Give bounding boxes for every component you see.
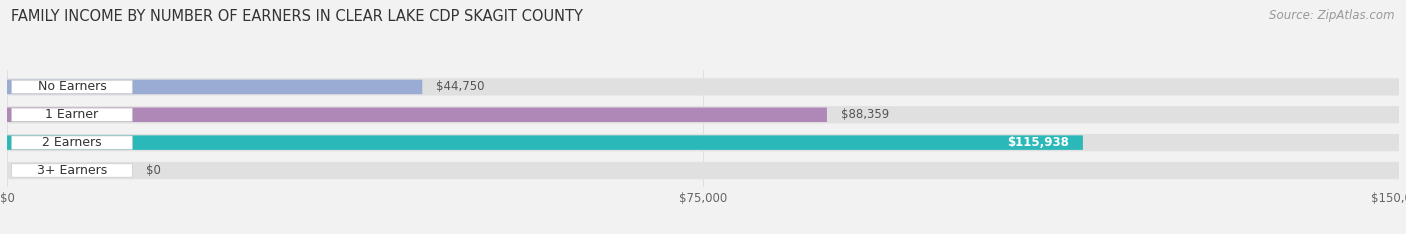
Text: Source: ZipAtlas.com: Source: ZipAtlas.com <box>1270 9 1395 22</box>
FancyBboxPatch shape <box>7 106 1399 123</box>
FancyBboxPatch shape <box>7 135 1083 150</box>
Text: 2 Earners: 2 Earners <box>42 136 101 149</box>
Text: $88,359: $88,359 <box>841 108 889 121</box>
Text: $115,938: $115,938 <box>1007 136 1069 149</box>
FancyBboxPatch shape <box>11 164 132 177</box>
FancyBboxPatch shape <box>7 162 1399 179</box>
Text: FAMILY INCOME BY NUMBER OF EARNERS IN CLEAR LAKE CDP SKAGIT COUNTY: FAMILY INCOME BY NUMBER OF EARNERS IN CL… <box>11 9 583 24</box>
Text: $0: $0 <box>146 164 162 177</box>
Text: No Earners: No Earners <box>38 80 107 93</box>
FancyBboxPatch shape <box>7 78 1399 95</box>
FancyBboxPatch shape <box>7 80 422 94</box>
FancyBboxPatch shape <box>11 80 132 94</box>
FancyBboxPatch shape <box>11 136 132 149</box>
Text: 3+ Earners: 3+ Earners <box>37 164 107 177</box>
Text: 1 Earner: 1 Earner <box>45 108 98 121</box>
FancyBboxPatch shape <box>7 134 1399 151</box>
FancyBboxPatch shape <box>11 108 132 121</box>
FancyBboxPatch shape <box>7 108 827 122</box>
Text: $44,750: $44,750 <box>436 80 485 93</box>
